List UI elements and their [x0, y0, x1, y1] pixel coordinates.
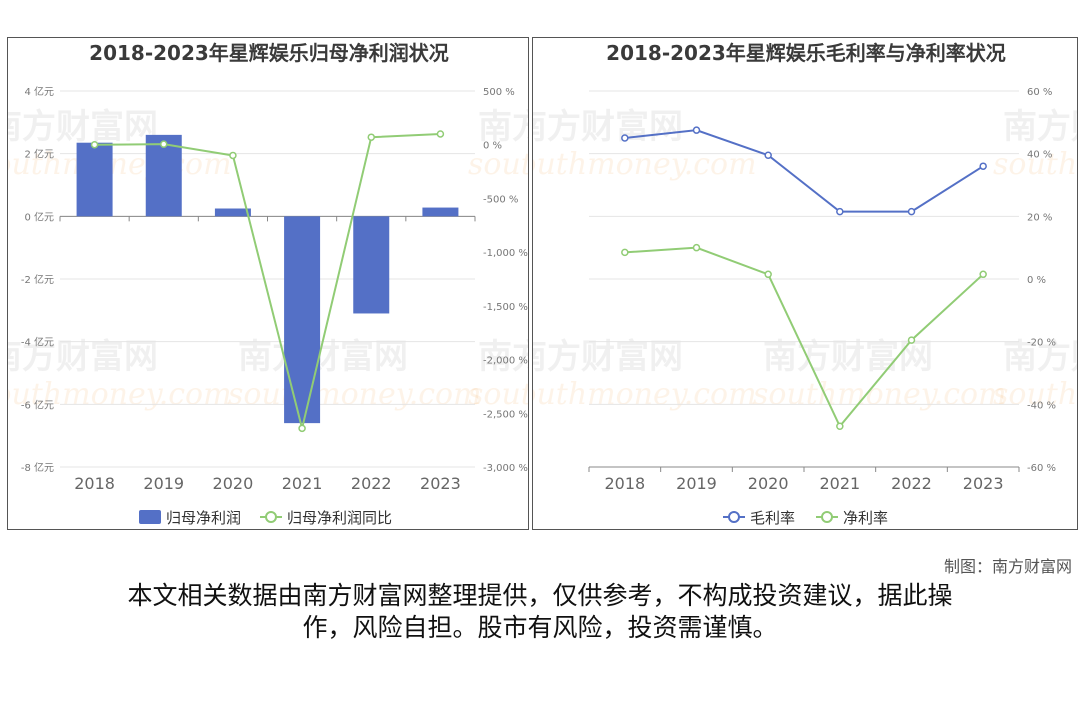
watermark-en: southmoney.com: [468, 377, 529, 412]
watermark-en: southmoney.com: [8, 377, 232, 412]
disclaimer-line-2: 作，风险自担。股市有风险，投资需谨慎。: [302, 613, 778, 642]
y-right-tick-label: -1,000 %: [483, 248, 528, 259]
point-gross-2019: [692, 126, 701, 134]
legend-label: 净利率: [843, 509, 888, 527]
legend-swatch-marker: [265, 511, 277, 523]
x-tick-label: 2020: [213, 474, 254, 493]
point-net-2023: [979, 270, 987, 279]
watermark-en: southmoney.com: [993, 377, 1078, 412]
watermark-en: southmoney.com: [8, 147, 232, 182]
watermark-cn: 南方财富网: [8, 107, 158, 147]
watermark-en: southmoney.com: [993, 147, 1078, 182]
y-right-tick-label: 40 %: [1027, 150, 1052, 161]
point-net-2021: [836, 422, 844, 431]
disclaimer-line-1: 本文相关数据由南方财富网整理提供，仅供参考，不构成投资建议，据此操: [127, 581, 953, 610]
point-net-2022: [907, 336, 916, 344]
legend-swatch-bar: [139, 510, 161, 524]
y-right-tick-label: -2,500 %: [483, 409, 528, 420]
x-tick-label: 2018: [74, 474, 115, 493]
left-chart-panel: 南方财富网southmoney.com南方财富网southmoney.com南方…: [7, 37, 529, 530]
disclaimer: 本文相关数据由南方财富网整理提供，仅供参考，不构成投资建议，据此操 作，风险自担…: [80, 580, 1000, 644]
chart-title: 2018-2023年星辉娱乐归母净利润状况: [89, 41, 449, 65]
y-right-tick-label: -40 %: [1027, 400, 1056, 411]
bar-2020: [214, 208, 251, 217]
legend-label: 归母净利润同比: [287, 509, 392, 527]
line-net-profit-yoy: [94, 132, 441, 429]
y-right-tick-label: 0 %: [483, 141, 502, 152]
point-gross-2018: [621, 134, 629, 142]
y-right-tick-label: 20 %: [1027, 212, 1052, 223]
right-chart-panel: 南方财富网southmoney.com南方财富网southmoney.com南方…: [532, 37, 1078, 530]
legend-swatch-marker: [728, 511, 740, 523]
point-yoy-2018: [90, 140, 99, 149]
y-right-tick-label: -60 %: [1027, 463, 1056, 474]
point-yoy-2023: [436, 130, 445, 138]
left-chart-svg: 南方财富网southmoney.com南方财富网southmoney.com南方…: [8, 41, 529, 527]
x-tick-label: 2018: [604, 474, 645, 493]
watermark-cn: 南方财富网: [478, 107, 529, 147]
right-chart-svg: 南方财富网southmoney.com南方财富网southmoney.com南方…: [533, 41, 1078, 527]
y-left-tick-label: 2 亿元: [24, 148, 54, 161]
y-left-tick-label: 0 亿元: [24, 210, 54, 223]
y-right-tick-label: -2,000 %: [483, 356, 528, 367]
watermark-cn: 南方财富网: [1003, 337, 1078, 377]
point-yoy-2021: [298, 424, 306, 433]
watermark-en: southmoney.com: [468, 147, 529, 182]
point-gross-2022: [907, 207, 916, 216]
point-net-2020: [764, 270, 772, 279]
legend-label: 毛利率: [750, 509, 795, 527]
y-right-tick-label: -500 %: [483, 194, 518, 205]
point-net-2019: [692, 243, 701, 252]
x-tick-label: 2019: [143, 474, 184, 493]
chart-title: 2018-2023年星辉娱乐毛利率与净利率状况: [606, 41, 1006, 65]
line-net-margin: [624, 246, 984, 429]
point-yoy-2022: [367, 133, 375, 141]
bar-2018: [76, 142, 113, 217]
watermark-cn: 南方财富网: [533, 337, 683, 377]
x-tick-label: 2021: [282, 474, 323, 493]
legend-swatch-marker: [821, 511, 833, 523]
point-gross-2020: [764, 151, 772, 159]
y-left-tick-label: 4 亿元: [24, 85, 54, 98]
watermark-en: southmoney.com: [228, 377, 482, 412]
y-right-tick-label: 60 %: [1027, 87, 1052, 98]
watermark-en: southmoney.com: [533, 377, 757, 412]
bar-2022: [353, 216, 390, 314]
watermark-cn: 南方财富网: [533, 107, 683, 147]
legend-label: 归母净利润: [166, 509, 241, 527]
x-tick-label: 2019: [676, 474, 717, 493]
y-left-tick-label: -6 亿元: [21, 398, 54, 411]
x-tick-label: 2022: [351, 474, 392, 493]
x-tick-label: 2021: [819, 474, 860, 493]
watermark-cn: 南方财富网: [1003, 107, 1078, 147]
bar-2023: [422, 207, 459, 217]
point-yoy-2020: [229, 151, 237, 160]
x-tick-label: 2023: [420, 474, 461, 493]
point-gross-2023: [979, 162, 987, 170]
watermark-cn: 南方财富网: [478, 337, 529, 377]
bar-2019: [145, 134, 182, 217]
y-right-tick-label: 500 %: [483, 87, 515, 98]
point-yoy-2019: [160, 140, 168, 148]
y-right-tick-label: -1,500 %: [483, 302, 528, 313]
y-left-tick-label: -4 亿元: [21, 336, 54, 349]
point-net-2018: [621, 248, 629, 257]
y-right-tick-label: -3,000 %: [483, 463, 528, 474]
x-tick-label: 2023: [963, 474, 1004, 493]
x-tick-label: 2022: [891, 474, 932, 493]
watermark-cn: 南方财富网: [8, 337, 158, 377]
y-right-tick-label: -20 %: [1027, 338, 1056, 349]
watermark-cn: 南方财富网: [763, 337, 933, 377]
watermark-en: southmoney.com: [533, 147, 757, 182]
line-gross-margin: [624, 129, 984, 213]
bar-2021: [284, 216, 321, 424]
y-left-tick-label: -8 亿元: [21, 461, 54, 474]
chart-credit: 制图：南方财富网: [943, 557, 1072, 576]
point-gross-2021: [836, 207, 844, 216]
watermark-en: southmoney.com: [753, 377, 1007, 412]
y-right-tick-label: 0 %: [1027, 275, 1046, 286]
y-left-tick-label: -2 亿元: [21, 273, 54, 286]
x-tick-label: 2020: [748, 474, 789, 493]
